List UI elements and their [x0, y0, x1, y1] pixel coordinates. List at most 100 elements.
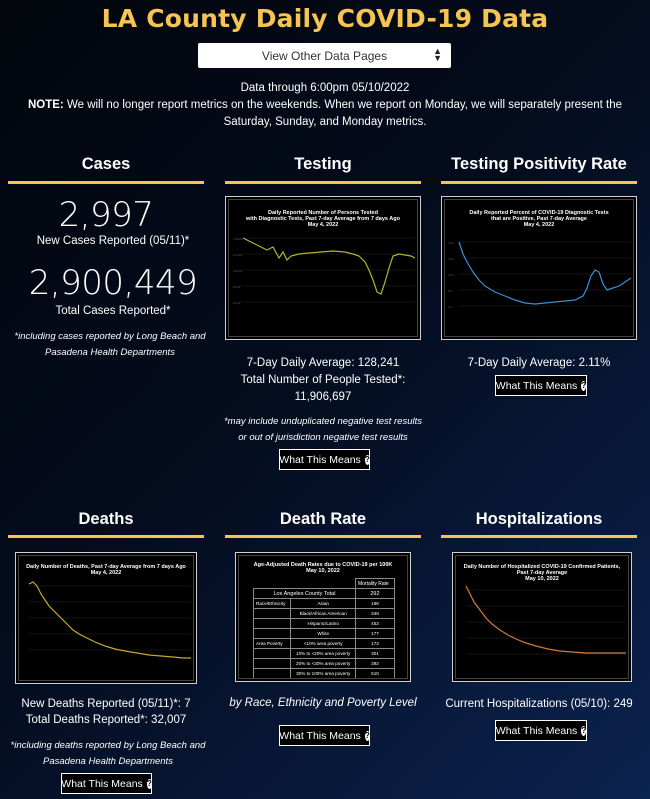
data-through: Data through 6:00pm 05/10/2022 [240, 82, 410, 94]
hospitalizations-underline [441, 535, 637, 538]
row-label: Black/African American [290, 608, 356, 619]
data-pages-select[interactable]: View Other Data Pages ▲ ▼ [198, 43, 451, 68]
table-row: Mortality Rate [254, 578, 396, 589]
row-value: 301 [354, 648, 396, 659]
death-rate-table-title-1: Age-Adjusted Death Rates due to COVID-19… [253, 562, 393, 568]
positivity-underline [441, 181, 637, 184]
question-circle-icon: ? [581, 380, 587, 391]
svg-text:20%: 20% [448, 241, 455, 245]
testing-line-plot: 1400K 1200K 1000K 800K 600K [233, 237, 416, 305]
svg-text:600K: 600K [233, 301, 242, 305]
row-label: 10% to <20% area poverty [290, 648, 356, 659]
total-cases-value: 2,900,449 [28, 263, 198, 303]
deaths-button-label: What This Means [61, 777, 143, 790]
testing-underline [225, 181, 421, 184]
death-rate-caption: by Race, Ethnicity and Poverty Level [229, 697, 417, 709]
cases-title: Cases [81, 155, 131, 173]
positivity-chart: Daily Reported Percent of COVID-19 Diagn… [441, 196, 637, 340]
table-row: 10% to <20% area poverty 301 [252, 648, 396, 659]
svg-text:4%: 4% [448, 305, 453, 309]
deaths-what-this-means-button[interactable]: What This Means? [61, 773, 152, 794]
row-group: Area Poverty [252, 638, 292, 649]
deaths-total: Total Deaths Reported*: 32,007 [25, 714, 187, 726]
deaths-chart: Daily Number of Deaths, Past 7-day Avera… [15, 552, 197, 684]
total-cases-label: Total Cases Reported* [55, 305, 171, 317]
row-label: 30% to 100% area poverty [290, 668, 356, 678]
svg-text:16%: 16% [448, 257, 455, 261]
testing-title: Testing [294, 155, 352, 173]
row-value: 173 [354, 638, 396, 649]
testing-chart-title-1: Daily Reported Number of Persons Tested [268, 210, 378, 216]
death-rate-title: Death Rate [279, 510, 367, 528]
question-circle-icon: ? [364, 454, 370, 465]
hosp-line-plot [465, 585, 626, 655]
table-row: 20% to <30% area poverty 392 [252, 658, 396, 669]
positivity-chart-title-2: that are Positive, Past 7-day Average [491, 216, 587, 222]
row-group [252, 618, 292, 629]
hosp-chart-title-3: May 10, 2022 [525, 576, 559, 582]
row-group [252, 628, 292, 639]
table-row: Hispanic/Latino 453 [252, 618, 396, 629]
positivity-what-this-means-button[interactable]: What This Means? [495, 375, 587, 396]
testing-chart: Daily Reported Number of Persons Tested … [225, 196, 421, 340]
row-group [252, 648, 292, 659]
table-row: Area Poverty <10% area poverty 173 [252, 638, 396, 649]
svg-text:1000K: 1000K [233, 269, 244, 273]
new-cases-label: New Cases Reported (05/11)* [36, 235, 190, 247]
question-circle-icon: ? [364, 730, 370, 741]
svg-text:800K: 800K [233, 285, 242, 289]
hospitalizations-title: Hospitalizations [475, 510, 603, 528]
select-label: View Other Data Pages [261, 48, 388, 63]
deaths-footnote: *including deaths reported by Long Beach… [10, 740, 206, 767]
hosp-what-this-means-button[interactable]: What This Means? [495, 720, 587, 741]
svg-text:8%: 8% [448, 289, 453, 293]
deaths-chart-title-1: Daily Number of Deaths, Past 7-day Avera… [26, 564, 186, 570]
cases-footnote: *including cases reported by Long Beach … [14, 331, 206, 358]
death-rate-what-this-means-button[interactable]: What This Means? [279, 725, 370, 746]
county-total-value: 292 [354, 588, 396, 599]
svg-text:1200K: 1200K [233, 253, 244, 257]
deaths-chart-title-2: May 4, 2022 [90, 570, 122, 576]
new-cases-value: 2,997 [58, 195, 154, 235]
positivity-chart-title-1: Daily Reported Percent of COVID-19 Diagn… [469, 210, 609, 216]
positivity-chart-title-3: May 4, 2022 [523, 222, 555, 228]
positivity-line-plot: 20% 16% 12% 8% 4% [448, 241, 632, 309]
hospitalizations-current: Current Hospitalizations (05/10): 249 [445, 698, 633, 710]
page-title: LA County Daily COVID-19 Data [101, 4, 549, 33]
chevron-updown-icon: ▲ ▼ [433, 46, 442, 63]
row-value: 349 [354, 608, 396, 619]
testing-what-this-means-button[interactable]: What This Means? [279, 449, 370, 470]
table-row: Race/Ethnicity Asian 198 [252, 598, 396, 609]
cases-underline [8, 181, 204, 184]
row-label: Hispanic/Latino [290, 618, 356, 629]
row-label: 20% to <30% area poverty [290, 658, 356, 669]
deaths-title: Deaths [78, 510, 134, 528]
hosp-chart-title-1: Daily Number of Hospitalized COVID-19 Co… [463, 564, 621, 570]
testing-total: Total Number of People Tested*: 11,906,6… [240, 374, 406, 403]
death-rate-button-label: What This Means [279, 729, 361, 742]
note-text: NOTE: We will no longer report metrics o… [10, 97, 640, 131]
death-rate-table: Mortality Rate Los Angeles County Total 2… [252, 578, 396, 678]
note-body: We will no longer report metrics on the … [63, 99, 622, 128]
positivity-button-label: What This Means [495, 379, 578, 392]
mortality-col-header: Mortality Rate [354, 578, 396, 589]
svg-text:12%: 12% [448, 273, 455, 277]
death-rate-underline [225, 535, 421, 538]
row-group [252, 608, 292, 619]
deaths-line-plot [28, 581, 191, 659]
note-label: NOTE: [27, 99, 64, 111]
row-label: White [290, 628, 356, 639]
hosp-chart-title-2: Past 7-day Average [516, 570, 568, 576]
testing-chart-title-3: May 4, 2022 [307, 222, 339, 228]
row-value: 453 [354, 618, 396, 629]
positivity-average: 7-Day Daily Average: 2.11% [467, 357, 611, 369]
row-label: Asian [290, 598, 356, 609]
county-total-label: Los Angeles County Total [253, 588, 356, 599]
death-rate-table-panel: Age-Adjusted Death Rates due to COVID-19… [235, 552, 411, 682]
table-row: Los Angeles County Total 292 [253, 588, 396, 599]
testing-footnote: *may include unduplicated negative test … [223, 416, 423, 443]
row-value: 198 [354, 598, 396, 609]
row-value: 510 [354, 668, 396, 678]
row-group: Race/Ethnicity [252, 598, 292, 609]
hosp-button-label: What This Means [495, 724, 578, 737]
